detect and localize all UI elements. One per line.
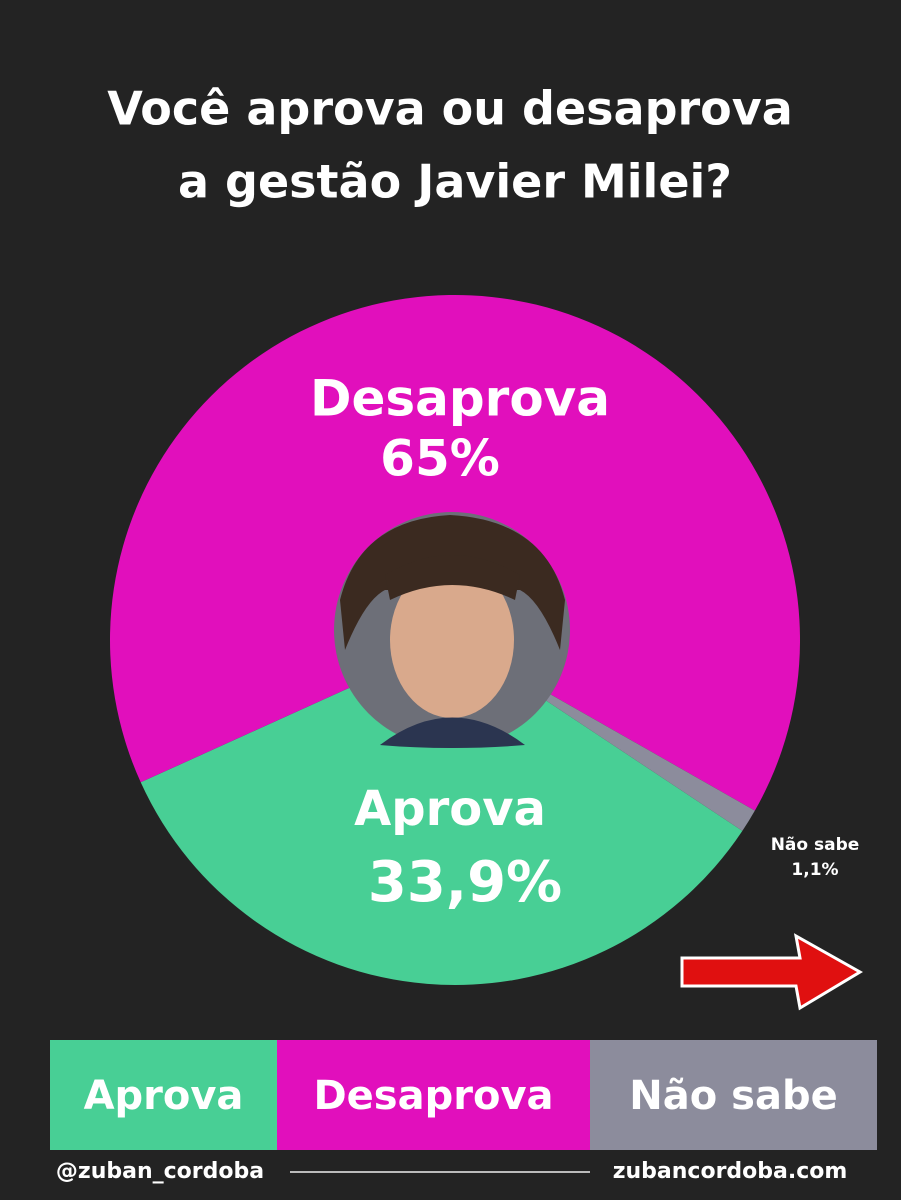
footer-left: @zuban_cordoba	[56, 1159, 264, 1184]
legend-swatch	[50, 1040, 277, 1150]
value-label: 65%	[380, 430, 500, 488]
legend: Aprova Desaprova Não sabe	[50, 1040, 877, 1150]
chart-title: Você aprova ou desaprova	[107, 82, 793, 136]
slice-label: Desaprova	[310, 370, 610, 428]
legend-swatch	[277, 1040, 590, 1150]
value-label: 33,9%	[368, 850, 562, 915]
photo	[334, 512, 570, 748]
chart-subtitle: a gestão Javier Milei?	[178, 155, 732, 209]
arrow	[680, 933, 863, 1011]
legend-label: Aprova	[84, 1073, 244, 1119]
slice-label: Aprova	[354, 781, 546, 837]
slice-label: Não sabe	[771, 835, 860, 855]
legend-label: Desaprova	[313, 1073, 553, 1119]
legend-swatch	[590, 1040, 877, 1150]
legend-label: Não sabe	[629, 1073, 837, 1119]
value-label: 1,1%	[791, 860, 838, 880]
pie-slice	[140, 640, 743, 986]
footer-right: zubancordoba.com	[613, 1159, 848, 1184]
